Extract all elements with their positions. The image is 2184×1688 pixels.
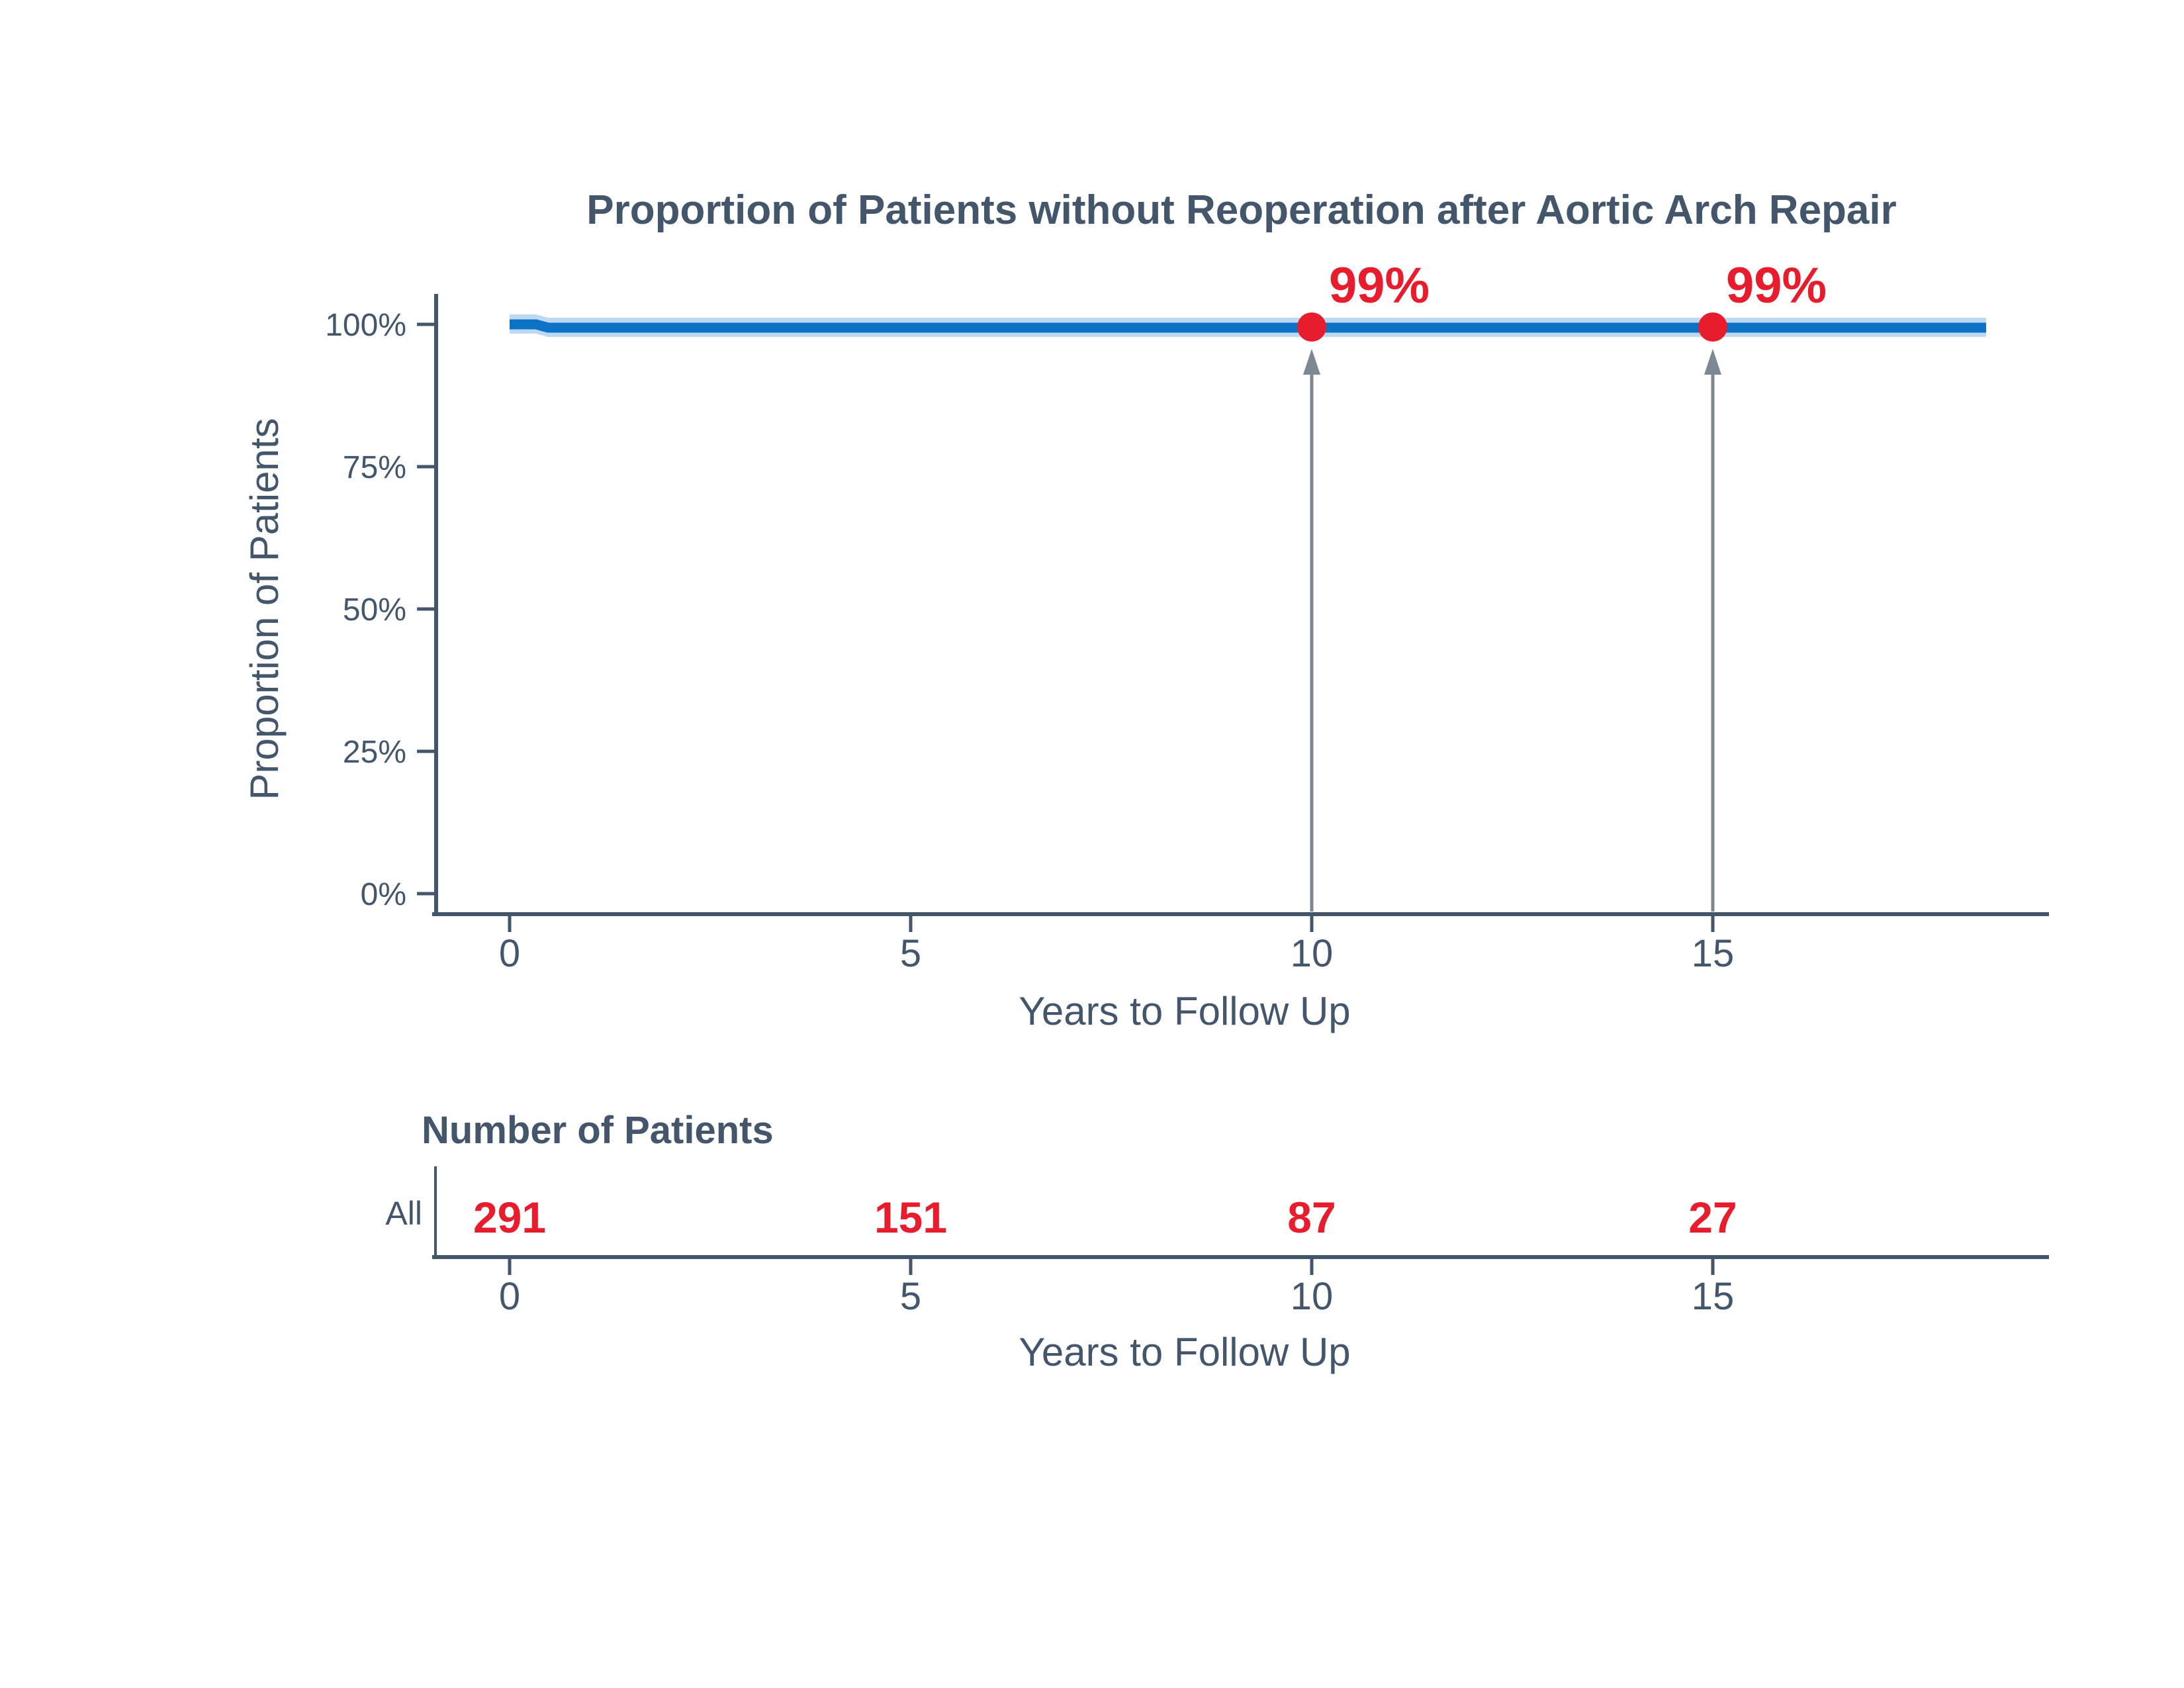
y-tick-label-50: 50% [343,592,406,628]
survival-curve [510,319,1986,333]
y-tick-label-100: 100% [325,308,406,343]
chart-title: Proportion of Patients without Reoperati… [586,187,1897,233]
risk-x-tick-label-15: 15 [1692,1275,1735,1318]
risk-x-tick-label-0: 0 [499,1275,520,1318]
risk-x-axis-title: Years to Follow Up [1019,1330,1350,1374]
x-tick-label-15: 15 [1692,932,1735,975]
risk-x-tick-label-10: 10 [1291,1275,1334,1318]
arrow-10yr [1303,349,1320,912]
event-dot-10yr [1297,312,1326,342]
y-tick-label-25: 25% [343,735,406,770]
y-tick-label-0: 0% [361,877,406,912]
risk-row-label: All [385,1195,422,1232]
annotation-label-10yr: 99% [1329,258,1430,314]
x-tick-label-5: 5 [900,932,921,975]
arrow-head-10yr [1303,349,1320,375]
x-axis-title: Years to Follow Up [1019,989,1350,1033]
arrow-15yr [1704,349,1721,912]
y-tick-label-75: 75% [343,450,406,485]
risk-count-5yr: 151 [874,1193,947,1242]
risk-table-title: Number of Patients [422,1109,774,1152]
x-tick-label-10: 10 [1291,932,1334,975]
risk-count-0yr: 291 [473,1193,546,1242]
x-tick-label-0: 0 [499,932,520,975]
y-axis-title: Proportion of Patients [242,418,287,800]
event-dot-15yr [1698,312,1727,342]
risk-count-15yr: 27 [1688,1193,1737,1242]
annotation-label-15yr: 99% [1726,258,1827,314]
arrow-head-15yr [1704,349,1721,375]
risk-count-10yr: 87 [1287,1193,1336,1242]
risk-x-tick-label-5: 5 [900,1275,921,1318]
